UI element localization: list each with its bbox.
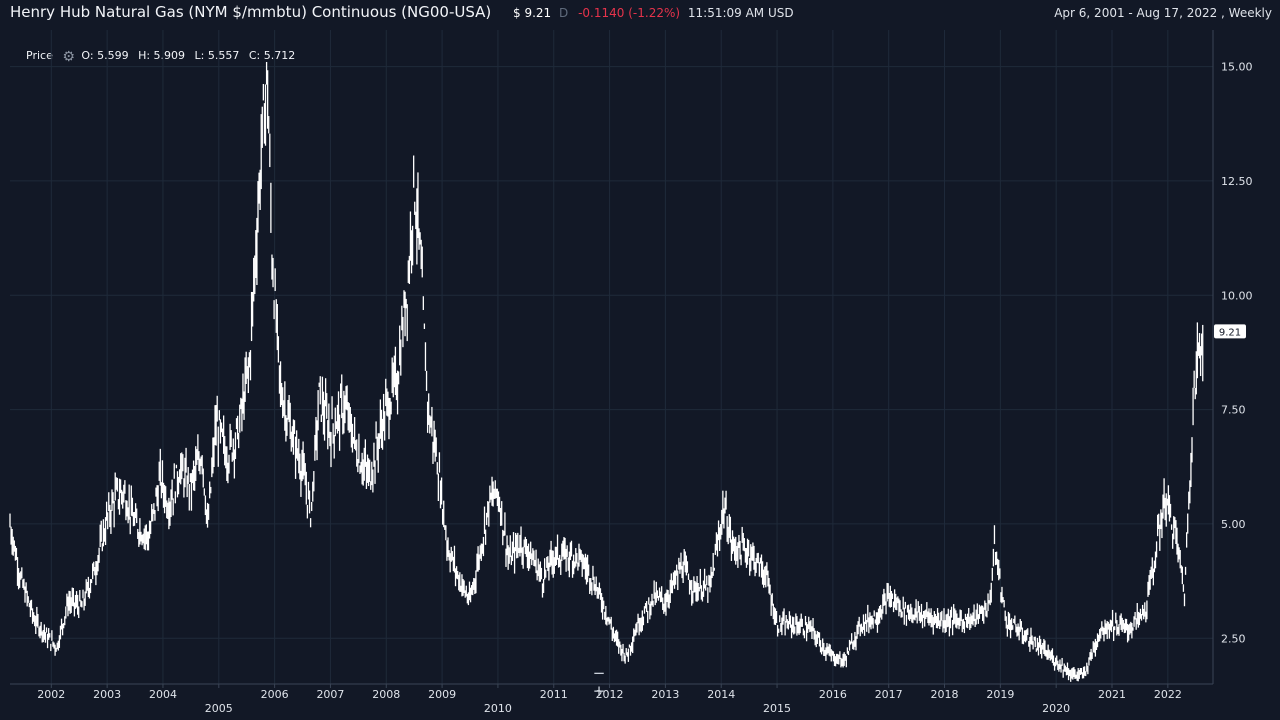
y-tick-label: 5.00: [1221, 518, 1246, 531]
price-change-percent: (-1.22%): [628, 6, 681, 20]
legend-close: C: 5.712: [248, 49, 296, 62]
x-tick-label: 2009: [428, 688, 456, 701]
x-tick-label: 2008: [372, 688, 400, 701]
x-tick-label: 2021: [1098, 688, 1126, 701]
legend-low: L: 5.557: [194, 49, 240, 62]
price-legend: Price ⚙ O: 5.599 H: 5.909 L: 5.557 C: 5.…: [26, 49, 301, 65]
last-price: $ 9.21: [513, 6, 552, 20]
x-tick-label: 2020: [1042, 702, 1070, 715]
x-tick-label: 2019: [986, 688, 1014, 701]
price-bars: [9, 61, 1204, 682]
legend-open: O: 5.599: [81, 49, 129, 62]
y-axis: 2.50 5.00 7.50 10.00 12.50 15.00 9.21: [10, 30, 1253, 685]
legend-label: Price: [26, 49, 53, 62]
zoom-in-button[interactable]: +: [592, 682, 606, 700]
x-tick-label: 2011: [540, 688, 568, 701]
x-tick-label: 2015: [763, 702, 791, 715]
price-change: -0.1140: [578, 6, 625, 20]
x-tick-label: 2002: [37, 688, 65, 701]
x-tick-label: 2005: [205, 702, 233, 715]
x-tick-label: 2017: [875, 688, 903, 701]
y-tick-label: 7.50: [1221, 404, 1246, 417]
y-tick-label: 2.50: [1221, 632, 1246, 645]
last-value-label: 9.21: [1219, 327, 1241, 338]
x-tick-label: 2012: [596, 688, 624, 701]
x-axis: 2002 2003 2004 2005 2006 2007 2008 2009 2010 2011…: [37, 684, 1182, 715]
instrument-title: Henry Hub Natural Gas (NYM $/mmbtu) Cont…: [10, 3, 492, 21]
zoom-out-button[interactable]: −: [592, 664, 606, 682]
x-tick-label: 2013: [651, 688, 679, 701]
x-tick-label: 2010: [484, 702, 512, 715]
grid: [10, 30, 1213, 684]
x-tick-label: 2014: [707, 688, 735, 701]
y-tick-label: 10.00: [1221, 289, 1253, 302]
y-tick-label: 15.00: [1221, 61, 1253, 74]
last-value-badge: [1214, 324, 1246, 339]
x-tick-label: 2018: [931, 688, 959, 701]
x-tick-label: 2016: [819, 688, 847, 701]
x-tick-label: 2022: [1154, 688, 1182, 701]
quote-time: 11:51:09 AM USD: [687, 6, 794, 20]
gear-icon[interactable]: ⚙: [62, 49, 75, 65]
quote-summary: $ 9.21 D -0.1140 (-1.22%) 11:51:09 AM US…: [513, 6, 794, 20]
zoom-controls: − +: [586, 664, 642, 700]
legend-high: H: 5.909: [138, 49, 186, 62]
period-code: D: [559, 6, 569, 20]
x-tick-label: 2007: [316, 688, 344, 701]
x-tick-label: 2006: [261, 688, 289, 701]
x-tick-label: 2003: [93, 688, 121, 701]
x-tick-label: 2004: [149, 688, 177, 701]
y-tick-label: 12.50: [1221, 175, 1253, 188]
date-range[interactable]: Apr 6, 2001 - Aug 17, 2022 , Weekly: [1054, 6, 1272, 20]
chart-header: Henry Hub Natural Gas (NYM $/mmbtu) Cont…: [0, 0, 1280, 28]
